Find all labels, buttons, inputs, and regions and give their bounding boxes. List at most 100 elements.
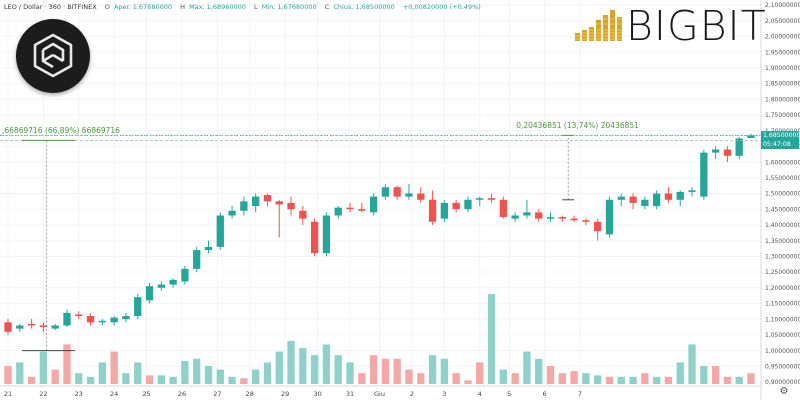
volume-bar xyxy=(169,376,177,384)
candle-body xyxy=(263,195,272,202)
candle-body xyxy=(452,202,460,210)
volume-bar xyxy=(546,366,555,384)
volume-bar xyxy=(181,360,189,384)
volume-bar xyxy=(51,369,59,384)
candle-body xyxy=(16,325,24,329)
time-tick-label: 23 xyxy=(75,390,83,398)
candle-body xyxy=(157,284,165,288)
time-tick-label: 22 xyxy=(39,390,47,398)
candle-body xyxy=(39,325,48,328)
low-value: Min. 1,67680000 xyxy=(261,3,317,11)
candle-body xyxy=(122,316,130,320)
volume-bar xyxy=(747,373,755,384)
brand-name: BIGBIT xyxy=(626,2,767,50)
candle-body xyxy=(193,250,201,269)
price-tick-label: 2,05000000 xyxy=(765,18,800,25)
volume-bar xyxy=(676,362,684,384)
volume-bar xyxy=(263,362,272,384)
volume-bar xyxy=(39,351,48,384)
price-tick-label: 0,95000000 xyxy=(765,363,800,370)
candle-body xyxy=(75,314,83,317)
candle-body xyxy=(405,193,413,197)
close-key: C xyxy=(324,3,330,11)
candle-body xyxy=(417,193,425,200)
unus-sed-leo-logo xyxy=(16,19,90,93)
candle-body xyxy=(358,209,366,211)
price-tick-label: 1,35000000 xyxy=(765,238,800,245)
volume-bar xyxy=(275,351,283,384)
price-tick-label: 1,80000000 xyxy=(765,96,800,103)
time-tick-label: 2 xyxy=(410,390,414,398)
candle-body xyxy=(299,210,307,219)
high-key: H xyxy=(180,3,185,11)
volume-bar xyxy=(452,373,460,384)
candle-body xyxy=(594,221,602,232)
time-tick-label: 6 xyxy=(543,390,547,398)
measure-label-2: 0,20436851 (13,74%) 20436851 xyxy=(516,121,639,131)
price-tick-label: 1,55000000 xyxy=(765,175,800,182)
candle-body xyxy=(735,138,743,156)
price-tick-label: 1,75000000 xyxy=(765,112,800,119)
time-tick-label: 5 xyxy=(507,390,511,398)
open-key: O xyxy=(104,3,110,11)
candle-body xyxy=(440,202,449,219)
time-tick-label: Giu xyxy=(374,390,385,398)
candle-body xyxy=(688,190,696,192)
volume-bar xyxy=(287,340,295,384)
volume-bar xyxy=(688,344,696,384)
candle-body xyxy=(535,212,543,219)
volume-bar xyxy=(16,362,24,384)
volume-bar xyxy=(4,366,12,384)
volume-bar xyxy=(240,378,248,384)
time-tick-label: 30 xyxy=(313,390,321,398)
volume-bar xyxy=(204,366,213,384)
volume-bar xyxy=(476,362,484,384)
price-tick-label: 1,05000000 xyxy=(765,332,800,339)
time-tick-label: 26 xyxy=(178,390,186,398)
candle-body xyxy=(546,217,555,219)
settings-gear-icon[interactable]: ⚙ xyxy=(779,386,789,397)
candle-body xyxy=(629,196,637,203)
volume-bar xyxy=(417,373,425,384)
price-tick-label: 1,10000000 xyxy=(765,316,800,323)
candle-body xyxy=(558,217,566,219)
time-tick-label: 7 xyxy=(578,390,582,398)
candle-body xyxy=(134,297,142,317)
last-price-tag: 1,68500000 xyxy=(761,130,800,140)
candle-body xyxy=(641,199,649,207)
volume-bar xyxy=(735,376,743,384)
candle-body xyxy=(98,320,107,323)
volume-bar xyxy=(27,376,36,384)
volume-bar xyxy=(535,358,543,384)
volume-bar xyxy=(605,376,614,384)
bar-countdown-tag: 05:47:08 xyxy=(761,140,799,150)
candle-body xyxy=(369,196,378,213)
price-tick-label: 1,50000000 xyxy=(765,191,800,198)
time-tick-label: 28 xyxy=(246,390,254,398)
close-value: Chius. 1,68500000 xyxy=(333,3,395,11)
candle-body xyxy=(27,323,36,326)
volume-bar xyxy=(381,358,390,384)
candle-body xyxy=(169,279,177,285)
volume-bar xyxy=(617,376,625,384)
volume-bar xyxy=(145,375,154,384)
candle-body xyxy=(381,187,390,197)
volume-bar xyxy=(157,375,165,384)
candle-body xyxy=(511,215,519,219)
symbol-legend: LEO / Dollar · 360 · BITFINEX O Aper. 1,… xyxy=(4,3,481,11)
candle-body xyxy=(86,316,95,323)
candle-body xyxy=(252,196,260,207)
candle-body xyxy=(228,210,236,216)
candle-body xyxy=(428,199,437,222)
time-tick-label: 3 xyxy=(442,390,446,398)
volume-bar xyxy=(322,344,331,384)
volume-bar xyxy=(511,373,519,384)
candle-body xyxy=(523,212,531,216)
volume-bar xyxy=(582,373,590,384)
symbol-title: LEO / Dollar · 360 · BITFINEX xyxy=(4,3,97,11)
volume-bar xyxy=(216,369,224,384)
volume-bar xyxy=(700,366,708,384)
high-value: Max. 1,68960000 xyxy=(189,3,246,11)
